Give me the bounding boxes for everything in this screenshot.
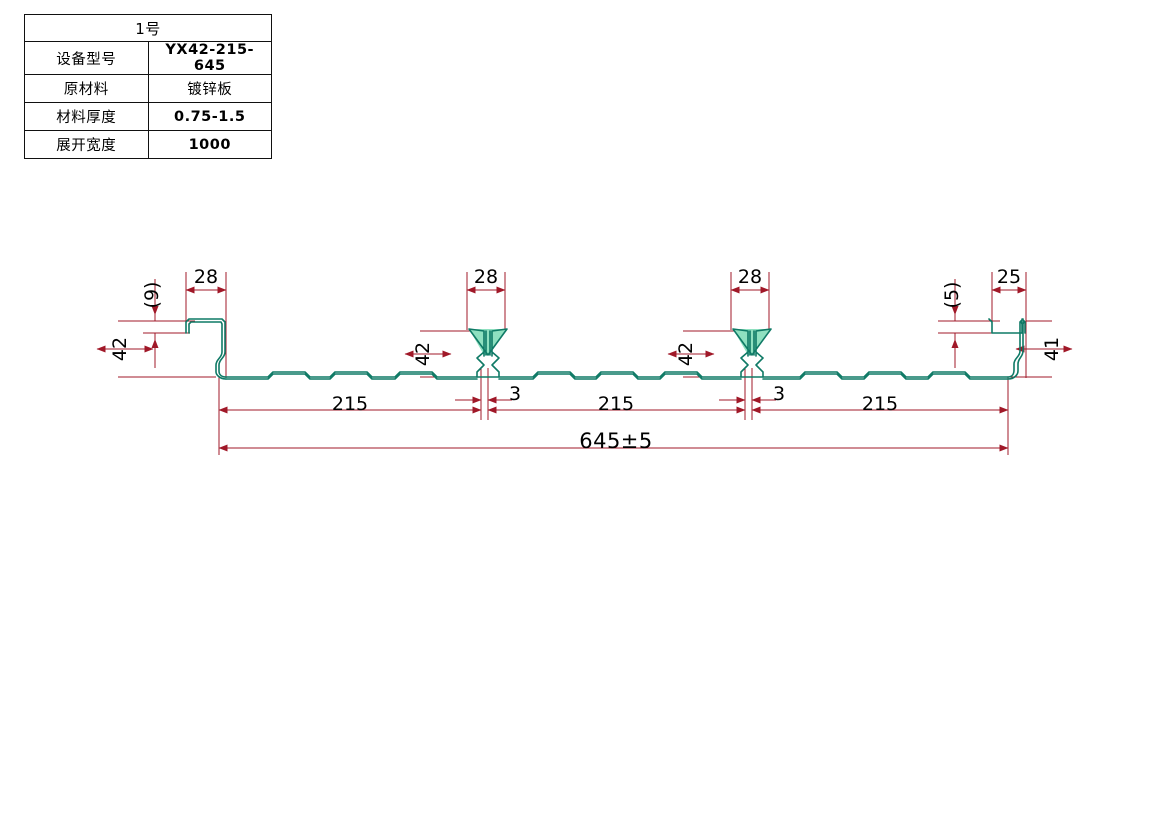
spec-value-material: 镀锌板: [147, 74, 272, 103]
dim-label-pitch1-215: 215: [331, 393, 369, 415]
dim-label-pitch2-215: 215: [597, 393, 635, 415]
dim-label-left-width-28: 28: [193, 266, 219, 288]
dim-label-rib2-base-3: 3: [772, 383, 786, 405]
spec-label-model: 设备型号: [24, 41, 149, 75]
table-row-title: 1号: [24, 14, 272, 42]
spec-label-material: 原材料: [24, 74, 149, 103]
profile-right-end-inner: [1007, 321, 1025, 380]
profile-flat-span-3-inner: [762, 373, 1009, 380]
spec-value-thickness: 0.75-1.5: [147, 102, 272, 131]
panel-profile: [185, 318, 1026, 380]
dim-label-rib2-height-42: 42: [675, 341, 697, 367]
dim-label-pitch3-215: 215: [861, 393, 899, 415]
dim-label-right-lip-5: (5): [941, 281, 963, 309]
arrow-right-lip-up: [951, 339, 959, 348]
dim-label-left-lip-9: (9): [141, 281, 163, 309]
dimension-lines: [96, 272, 1073, 455]
profile-flat-span-3: [762, 371, 1009, 378]
spec-label-thickness: 材料厚度: [24, 102, 149, 131]
rib1-outline: [468, 328, 508, 378]
table-row: 展开宽度 1000: [24, 130, 272, 159]
rib2-outline: [732, 328, 772, 378]
profile-flat-span-2: [498, 371, 742, 378]
rib1-head-fill: [469, 329, 507, 355]
dim-label-left-height-42: 42: [109, 336, 131, 362]
spec-label-blank-width: 展开宽度: [24, 130, 149, 159]
arrow-lip-up: [151, 339, 159, 348]
profile-flat-span-1-inner: [225, 373, 478, 380]
spec-table-title: 1号: [24, 14, 272, 42]
spec-table: 1号 设备型号 YX42-215-645 原材料 镀锌板 材料厚度 0.75-1…: [24, 14, 272, 159]
profile-flat-span-1: [225, 371, 478, 378]
rib2-stem-inner: [749, 330, 755, 356]
spec-value-blank-width: 1000: [147, 130, 272, 159]
profile-left-end: [185, 318, 227, 378]
profile-flat-span-2-inner: [498, 373, 742, 380]
table-row: 原材料 镀锌板: [24, 74, 272, 103]
dim-label-rib2-width-28: 28: [737, 266, 763, 288]
dim-label-rib1-base-3: 3: [508, 383, 522, 405]
dim-label-right-height-41: 41: [1041, 336, 1063, 362]
profile-left-end-inner: [188, 321, 227, 380]
profile-right-lip-flat: [988, 318, 1023, 334]
table-row: 设备型号 YX42-215-645: [24, 41, 272, 75]
rib1-stem-inner: [485, 330, 491, 356]
dim-label-overall-645: 645±5: [579, 429, 653, 453]
dim-label-rib1-height-42: 42: [412, 341, 434, 367]
table-row: 材料厚度 0.75-1.5: [24, 102, 272, 131]
rib2-head-fill: [733, 329, 771, 355]
profile-right-end: [1007, 318, 1026, 378]
spec-value-model: YX42-215-645: [147, 41, 272, 75]
dim-label-right-width-25: 25: [996, 266, 1022, 288]
dim-label-rib1-width-28: 28: [473, 266, 499, 288]
